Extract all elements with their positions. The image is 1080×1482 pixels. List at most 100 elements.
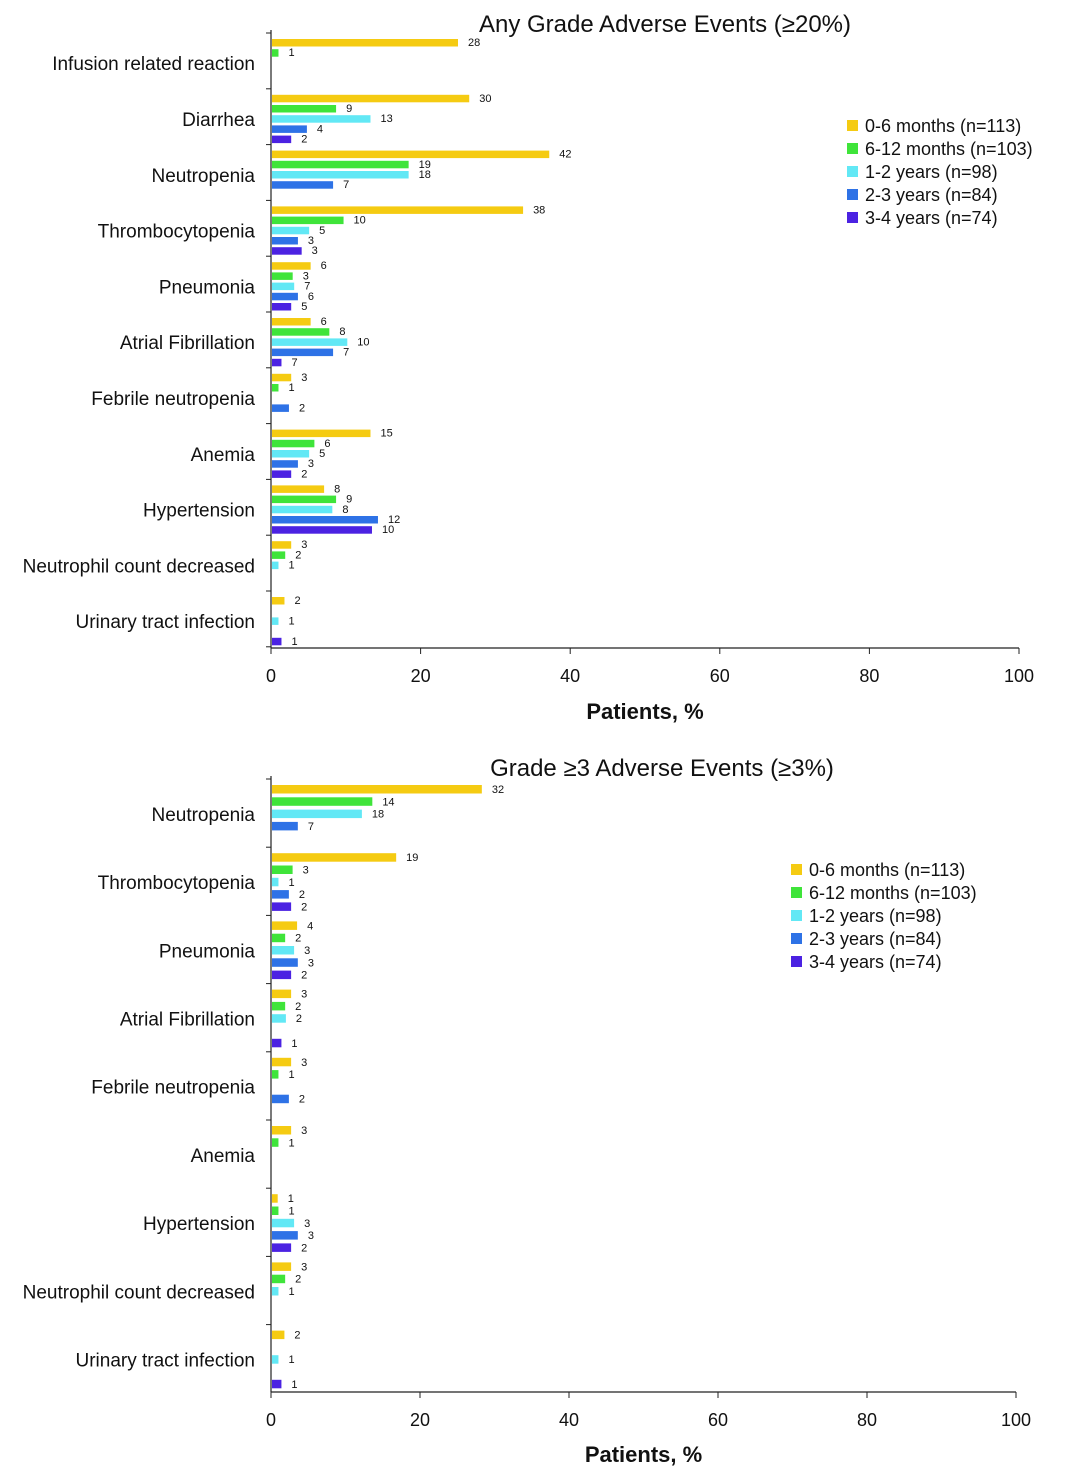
category-label: Anemia	[191, 445, 256, 466]
bar	[272, 460, 298, 468]
data-label: 2	[299, 889, 305, 901]
data-label: 3	[308, 235, 314, 247]
bar	[272, 439, 315, 448]
bar	[272, 541, 292, 549]
bar	[272, 226, 310, 235]
category-label: Atrial Fibrillation	[120, 333, 255, 354]
bar	[272, 809, 362, 819]
bar	[272, 237, 298, 245]
data-label: 4	[317, 123, 323, 135]
data-label: 1	[288, 615, 294, 627]
bar	[272, 105, 337, 113]
bar	[272, 272, 293, 280]
data-label: 2	[295, 933, 301, 945]
data-label: 2	[296, 1013, 302, 1025]
category-label: Urinary tract infection	[75, 612, 255, 633]
bar	[272, 160, 409, 169]
data-label: 28	[468, 37, 480, 49]
legend-swatch	[791, 933, 802, 944]
data-label: 8	[334, 483, 340, 495]
legend-label: 3-4 years (n=74)	[809, 952, 942, 972]
bar	[272, 1355, 279, 1364]
bar	[272, 1001, 286, 1011]
data-label: 1	[291, 636, 297, 648]
bar	[272, 921, 298, 930]
data-label: 15	[380, 428, 392, 440]
category-label: Thrombocytopenia	[98, 222, 256, 243]
bar	[272, 1287, 279, 1296]
category-label: Diarrhea	[182, 110, 255, 131]
data-label: 2	[301, 1242, 307, 1254]
bar	[272, 404, 289, 412]
x-tick-label: 60	[710, 666, 730, 686]
legend-swatch	[847, 143, 858, 154]
chart-2: Grade ≥3 Adverse Events (≥3%)0 20 40 60 80 10…	[23, 755, 1031, 1467]
legend-label: 1-2 years (n=98)	[865, 162, 998, 182]
bar	[272, 516, 378, 524]
bar	[272, 470, 292, 478]
data-label: 42	[559, 149, 571, 161]
chart-title: Any Grade Adverse Events (≥20%)	[479, 11, 851, 38]
legend-label: 2-3 years (n=84)	[865, 185, 998, 205]
bar	[272, 181, 334, 189]
data-label: 3	[301, 539, 307, 551]
bar	[272, 328, 330, 336]
data-label: 1	[288, 47, 294, 59]
legend-swatch	[791, 887, 802, 898]
bar	[272, 970, 292, 980]
legend: 0-6 months (n=113) 6-12 months (n=103) 1-2…	[847, 116, 1033, 228]
bar	[272, 958, 298, 967]
bar	[272, 551, 286, 559]
data-label: 7	[304, 281, 310, 293]
data-label: 9	[346, 103, 352, 115]
bar	[272, 338, 348, 346]
x-tick-label: 80	[857, 1410, 877, 1430]
bar	[272, 125, 307, 133]
legend-label: 2-3 years (n=84)	[809, 929, 942, 949]
data-label: 5	[301, 301, 307, 313]
data-label: 2	[295, 1274, 301, 1286]
data-label: 1	[288, 1206, 294, 1218]
data-label: 3	[301, 372, 307, 384]
data-label: 1	[288, 1193, 294, 1205]
chart-1: Any Grade Adverse Events (≥20%)0 20 40 60 80…	[23, 11, 1034, 724]
bar	[272, 1379, 282, 1389]
bar	[272, 216, 344, 225]
data-label: 10	[357, 336, 369, 348]
data-label: 1	[288, 1137, 294, 1149]
legend-label: 0-6 months (n=113)	[809, 860, 965, 880]
data-label: 6	[308, 291, 314, 303]
bar	[272, 1330, 285, 1340]
data-label: 3	[308, 957, 314, 969]
bar	[272, 1070, 279, 1079]
data-label: 5	[319, 225, 325, 237]
data-label: 8	[342, 504, 348, 516]
bar	[272, 1138, 279, 1147]
x-tick-label: 0	[266, 1410, 276, 1430]
legend-swatch	[847, 212, 858, 223]
data-label: 1	[291, 1379, 297, 1391]
data-label: 5	[319, 448, 325, 460]
data-label: 1	[288, 1069, 294, 1081]
bar	[272, 1057, 292, 1067]
bar	[272, 1038, 282, 1048]
legend: 0-6 months (n=113) 6-12 months (n=103) 1-2…	[791, 860, 977, 972]
data-label: 32	[492, 784, 504, 796]
data-label: 7	[343, 347, 349, 359]
category-label: Pneumonia	[159, 941, 256, 962]
legend-label: 6-12 months (n=103)	[809, 883, 977, 903]
data-label: 3	[312, 245, 318, 257]
bar	[272, 373, 292, 382]
legend-label: 0-6 months (n=113)	[865, 116, 1021, 136]
bar	[272, 933, 286, 943]
bar	[272, 429, 371, 438]
data-label: 1	[288, 1286, 294, 1298]
bar	[272, 1274, 286, 1284]
data-label: 38	[533, 204, 545, 216]
data-label: 30	[479, 93, 491, 105]
data-label: 3	[301, 1125, 307, 1137]
data-label: 18	[419, 169, 431, 181]
x-tick-label: 40	[560, 666, 580, 686]
legend-label: 6-12 months (n=103)	[865, 139, 1033, 159]
data-label: 3	[304, 1218, 310, 1230]
